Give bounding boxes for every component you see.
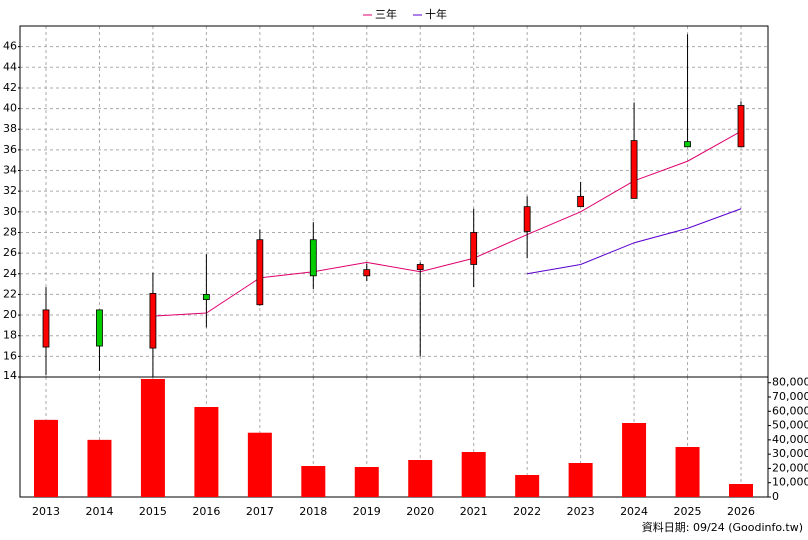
y-tick-label: 16 xyxy=(3,349,17,362)
y2-tick-label: 40,000 xyxy=(772,433,808,446)
footnote: 資料日期: 09/24 (Goodinfo.tw) xyxy=(642,520,803,534)
y-tick-label: 22 xyxy=(3,287,17,300)
y-tick-label: 14 xyxy=(3,369,17,382)
candle-body xyxy=(737,105,745,148)
y2-tick-label: 70,000 xyxy=(772,390,808,403)
candle-body xyxy=(630,140,638,199)
candle-body xyxy=(202,294,210,300)
volume-bar xyxy=(87,439,112,497)
y-tick-label: 36 xyxy=(3,143,17,156)
candle-body xyxy=(42,309,50,348)
x-tick-label: 2018 xyxy=(299,505,327,518)
volume-bar xyxy=(194,407,219,497)
candle-body xyxy=(309,239,317,277)
x-tick-label: 2026 xyxy=(727,505,755,518)
x-tick-label: 2023 xyxy=(567,505,595,518)
y2-tick-label: 10,000 xyxy=(772,476,808,489)
y-tick-label: 46 xyxy=(3,40,17,53)
x-tick-label: 2015 xyxy=(139,505,167,518)
volume-bar xyxy=(675,447,700,497)
x-tick-label: 2017 xyxy=(246,505,274,518)
candle-body xyxy=(256,239,264,306)
candle-body xyxy=(149,292,157,349)
volume-bar xyxy=(354,467,379,497)
y-tick-label: 32 xyxy=(3,184,17,197)
y-tick-label: 44 xyxy=(3,60,17,73)
legend-label: 三年 xyxy=(375,7,397,21)
candle-body xyxy=(416,264,424,271)
x-tick-label: 2022 xyxy=(513,505,541,518)
x-tick-label: 2025 xyxy=(674,505,702,518)
line-series xyxy=(527,208,742,275)
x-tick-label: 2016 xyxy=(192,505,220,518)
x-tick-label: 2020 xyxy=(406,505,434,518)
volume-bar xyxy=(622,423,647,497)
candle-body xyxy=(470,232,478,265)
y-tick-label: 28 xyxy=(3,225,17,238)
y2-tick-label: 0 xyxy=(772,490,779,503)
y2-tick-label: 30,000 xyxy=(772,447,808,460)
y-tick-label: 18 xyxy=(3,329,17,342)
volume-bar xyxy=(729,484,753,497)
x-tick-label: 2019 xyxy=(353,505,381,518)
candle-body xyxy=(523,206,531,232)
volume-bar xyxy=(515,475,540,497)
y-tick-label: 40 xyxy=(3,102,17,115)
y-tick-label: 20 xyxy=(3,308,17,321)
line-series xyxy=(152,130,742,317)
volume-bar xyxy=(461,452,486,497)
candle-body xyxy=(577,195,585,208)
volume-panel xyxy=(19,376,769,498)
y2-tick-label: 60,000 xyxy=(772,404,808,417)
candle-body xyxy=(96,309,103,347)
x-tick-label: 2013 xyxy=(32,505,60,518)
volume-bar xyxy=(568,463,593,497)
y-tick-label: 24 xyxy=(3,267,17,280)
y-tick-label: 30 xyxy=(3,205,17,218)
y2-tick-label: 50,000 xyxy=(772,419,808,432)
x-tick-label: 2014 xyxy=(85,505,113,518)
legend-label: 十年 xyxy=(425,7,447,21)
y2-tick-label: 80,000 xyxy=(772,376,808,389)
volume-bar xyxy=(408,460,433,497)
y-tick-label: 26 xyxy=(3,246,17,259)
volume-bar xyxy=(301,466,326,497)
y2-tick-label: 20,000 xyxy=(772,461,808,474)
x-tick-label: 2021 xyxy=(460,505,488,518)
x-tick-label: 2024 xyxy=(620,505,648,518)
y-tick-label: 42 xyxy=(3,81,17,94)
candle-body xyxy=(684,141,691,148)
candle-body xyxy=(363,269,371,277)
y-tick-label: 38 xyxy=(3,122,17,135)
volume-bar xyxy=(34,419,58,497)
y-tick-label: 34 xyxy=(3,164,17,177)
volume-bar xyxy=(140,379,165,497)
volume-bar xyxy=(247,432,272,497)
